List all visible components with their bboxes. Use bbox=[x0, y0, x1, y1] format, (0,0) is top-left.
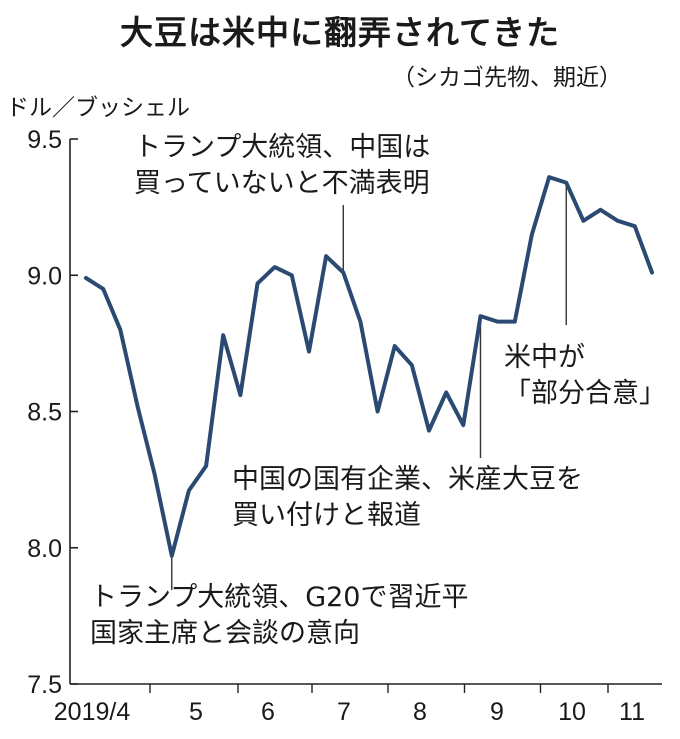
annotation-line: 「部分合意」 bbox=[504, 378, 666, 409]
x-tick-label: 9 bbox=[490, 698, 504, 726]
data-point bbox=[153, 472, 157, 476]
annotation-line: トランプ大統領、中国は bbox=[134, 132, 431, 163]
data-point bbox=[307, 349, 311, 354]
data-point bbox=[461, 423, 465, 427]
data-point bbox=[564, 181, 568, 185]
annotation-line: トランプ大統領、G20で習近平 bbox=[90, 582, 469, 613]
data-point bbox=[290, 273, 294, 277]
data-point bbox=[633, 224, 637, 228]
x-tick-label: 5 bbox=[189, 698, 203, 726]
annotation-leaders bbox=[171, 182, 567, 590]
data-point bbox=[530, 232, 534, 236]
y-axis-unit-label: ドル／ブッシェル bbox=[6, 95, 190, 121]
x-tick-label: 2019/4 bbox=[54, 698, 131, 726]
data-point bbox=[255, 281, 260, 286]
data-point bbox=[101, 287, 105, 291]
tick-labels: 7.5 8.0 8.5 9.0 9.5 2019/4 5 6 7 8 9 10 11 bbox=[27, 126, 645, 726]
data-point bbox=[616, 219, 620, 223]
data-point bbox=[478, 314, 483, 318]
data-point bbox=[84, 276, 88, 280]
data-point bbox=[204, 464, 208, 468]
data-point bbox=[513, 319, 517, 324]
data-point bbox=[238, 393, 242, 397]
data-point bbox=[170, 554, 174, 558]
y-tick-label: 8.5 bbox=[27, 399, 62, 427]
data-point bbox=[393, 344, 397, 348]
data-point bbox=[496, 319, 500, 324]
data-point bbox=[444, 390, 448, 395]
data-point bbox=[598, 208, 603, 212]
annotation-line: 国家主席と会談の意向 bbox=[90, 618, 360, 649]
chart-axes bbox=[69, 138, 662, 693]
data-point bbox=[427, 428, 431, 433]
annotation-partial-agreement: 米中が 「部分合意」 bbox=[504, 340, 666, 412]
annotation-g20-meeting: トランプ大統領、G20で習近平 国家主席と会談の意向 bbox=[90, 580, 468, 652]
chart-title: 大豆は米中に翻弄されてきた bbox=[119, 13, 561, 52]
x-tick-label: 7 bbox=[337, 698, 351, 726]
y-tick-label: 8.0 bbox=[27, 535, 62, 563]
annotation-line: 米中が bbox=[504, 342, 585, 373]
data-point bbox=[410, 363, 414, 367]
annotation-trump-complaint: トランプ大統領、中国は 買っていないと不満表明 bbox=[134, 130, 430, 202]
x-tick-label: 11 bbox=[619, 698, 645, 726]
data-point bbox=[341, 270, 345, 275]
annotation-line: 中国の国有企業、米産大豆を bbox=[232, 464, 583, 495]
data-point bbox=[375, 409, 380, 414]
annotation-line: 買い付けと報道 bbox=[232, 500, 421, 531]
data-point bbox=[187, 488, 191, 493]
data-point bbox=[118, 328, 122, 332]
data-point bbox=[547, 175, 551, 179]
annotation-state-purchase: 中国の国有企業、米産大豆を 買い付けと報道 bbox=[232, 462, 583, 534]
series-layer bbox=[84, 175, 654, 558]
chart-subtitle: （シカゴ先物、期近） bbox=[392, 65, 622, 91]
data-point bbox=[135, 404, 140, 408]
data-point bbox=[273, 265, 277, 269]
y-tick-label: 9.0 bbox=[27, 262, 62, 290]
annotation-line: 買っていないと不満表明 bbox=[134, 168, 430, 199]
data-point bbox=[221, 333, 225, 337]
data-point bbox=[358, 319, 363, 324]
x-tick-label: 6 bbox=[261, 698, 275, 726]
y-tick-label: 7.5 bbox=[27, 671, 62, 699]
data-point bbox=[650, 270, 654, 275]
x-tick-label: 10 bbox=[558, 698, 586, 726]
data-point bbox=[324, 254, 328, 258]
series-line bbox=[84, 175, 654, 558]
y-tick-label: 9.5 bbox=[27, 126, 62, 154]
x-tick-label: 8 bbox=[413, 698, 427, 726]
data-point bbox=[581, 219, 585, 223]
